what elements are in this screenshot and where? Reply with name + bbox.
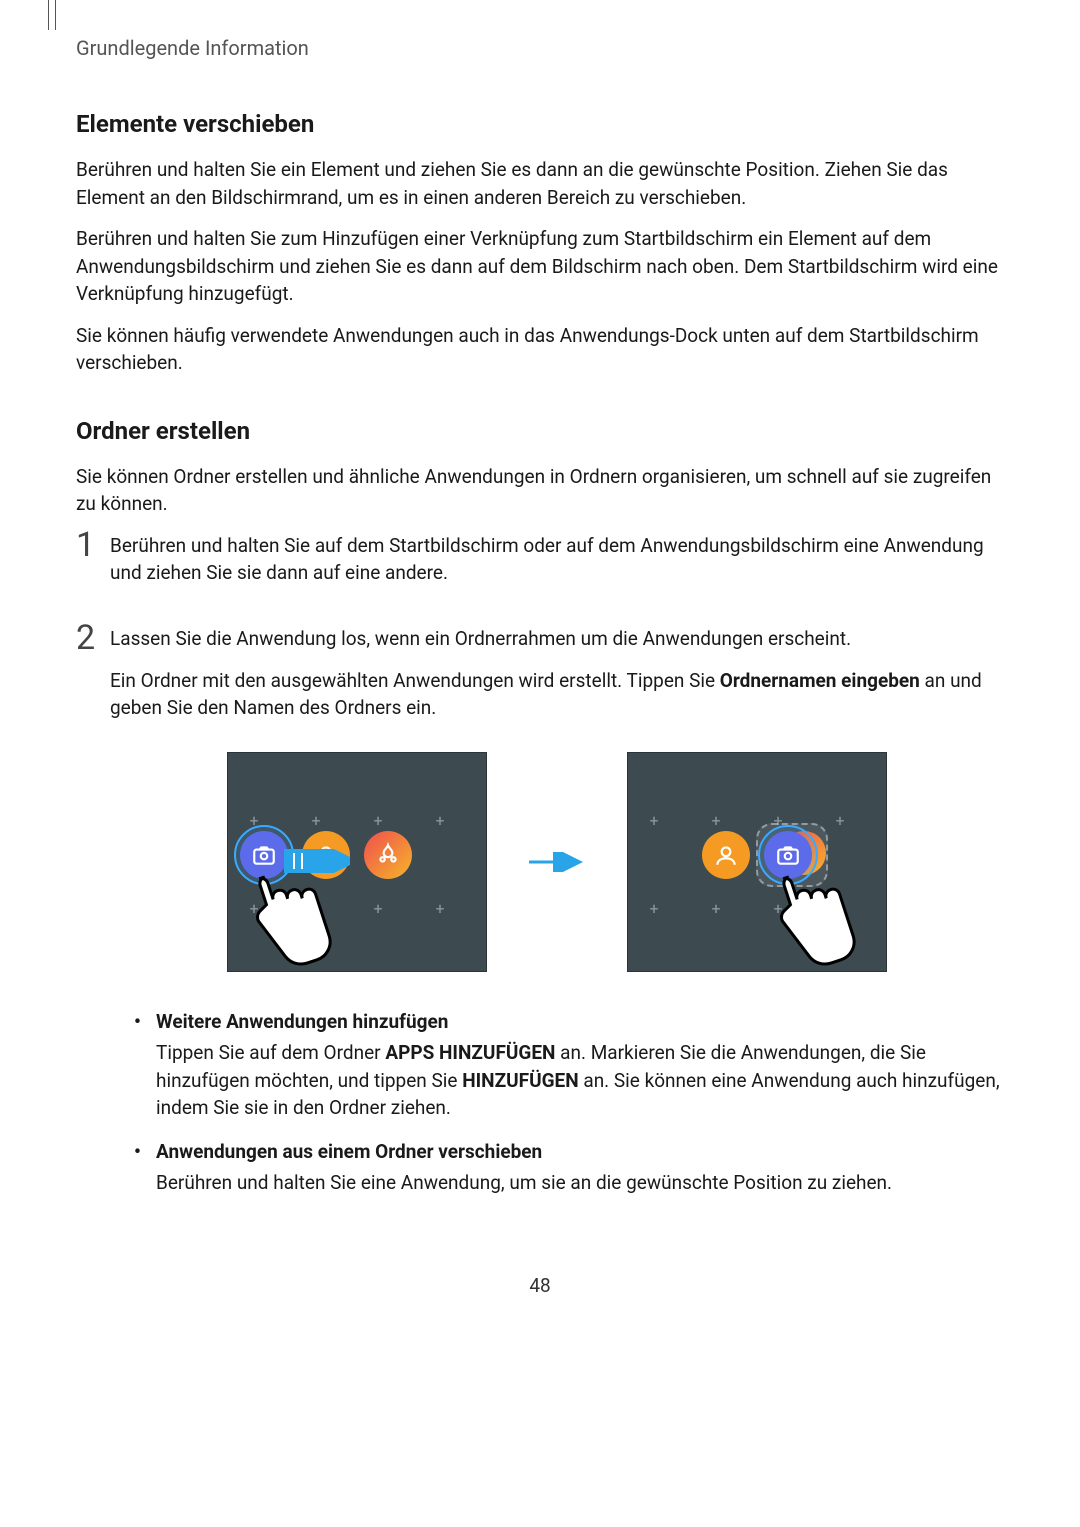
move-p3: Sie können häufig verwendete Anwendungen… (76, 322, 1004, 377)
bullet-add-apps: • Weitere Anwendungen hinzufügen Tippen … (134, 1008, 1004, 1122)
bullet-dot-icon: • (134, 1008, 156, 1036)
step-2b-pre: Ein Ordner mit den ausgewählten Anwendun… (110, 669, 720, 692)
gallery-app-icon (364, 831, 412, 879)
move-p1: Berühren und halten Sie ein Element und … (76, 156, 1004, 211)
step-1-number: 1 (76, 528, 110, 562)
step-2-text-b: Ein Ordner mit den ausgewählten Anwendun… (110, 667, 1004, 722)
move-p2: Berühren und halten Sie zum Hinzufügen e… (76, 225, 1004, 308)
grid-plus-icon: + (310, 815, 322, 827)
hand-pointer-icon (770, 857, 860, 987)
grid-plus-icon: + (434, 903, 446, 915)
grid-plus-icon: + (710, 903, 722, 915)
bullet1-title: Weitere Anwendungen hinzufügen (156, 1008, 1004, 1036)
grid-plus-icon: + (372, 815, 384, 827)
flow-arrow-icon (527, 852, 587, 872)
bullet1-pre: Tippen Sie auf dem Ordner (156, 1041, 385, 1064)
bullet-dot-icon: • (134, 1138, 156, 1166)
page-header: Grundlegende Information (76, 36, 309, 60)
section-title-move: Elemente verschieben (76, 110, 1004, 138)
step-1: 1 Berühren und halten Sie auf dem Startb… (76, 532, 1004, 601)
step-2: 2 Lassen Sie die Anwendung los, wenn ein… (76, 625, 1004, 1213)
grid-plus-icon: + (710, 815, 722, 827)
folder-intro: Sie können Ordner erstellen und ähnliche… (76, 463, 1004, 518)
numbered-steps: 1 Berühren und halten Sie auf dem Startb… (76, 532, 1004, 1213)
folder-figure: + + + + + + + + (110, 752, 1004, 972)
bullet1-bold1: APPS HINZUFÜGEN (385, 1041, 555, 1064)
page-number: 48 (0, 1274, 1080, 1297)
bullet1-bold2: HINZUFÜGEN (462, 1069, 578, 1092)
section-title-folder: Ordner erstellen (76, 417, 1004, 445)
hand-pointer-icon (246, 857, 336, 987)
grid-plus-icon: + (648, 903, 660, 915)
page-content: Elemente verschieben Berühren und halten… (76, 110, 1004, 1237)
bullet-move-apps: • Anwendungen aus einem Ordner verschieb… (134, 1138, 1004, 1197)
grid-plus-icon: + (648, 815, 660, 827)
grid-plus-icon: + (834, 815, 846, 827)
step-1-text: Berühren und halten Sie auf dem Startbil… (110, 532, 1004, 587)
grid-plus-icon: + (372, 903, 384, 915)
figure-screen-left: + + + + + + + + (227, 752, 487, 972)
folder-sublist: • Weitere Anwendungen hinzufügen Tippen … (134, 1008, 1004, 1197)
step-2-text-a: Lassen Sie die Anwendung los, wenn ein O… (110, 625, 1004, 653)
contacts-app-icon (702, 831, 750, 879)
step-2-number: 2 (76, 621, 110, 655)
tab-marker (48, 0, 56, 30)
bullet2-title: Anwendungen aus einem Ordner verschieben (156, 1138, 1004, 1166)
step-2b-bold: Ordnernamen eingeben (720, 669, 920, 692)
grid-plus-icon: + (434, 815, 446, 827)
bullet2-body: Berühren und halten Sie eine Anwendung, … (156, 1171, 892, 1194)
figure-screen-right: + + + + + + + + (627, 752, 887, 972)
